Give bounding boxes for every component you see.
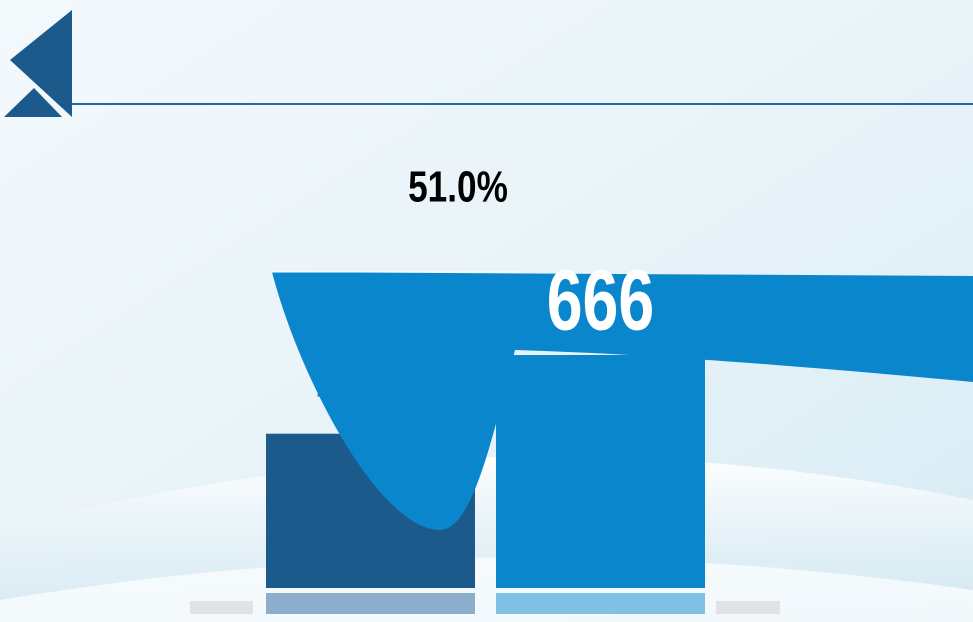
bars	[266, 355, 705, 614]
header-icon	[10, 10, 72, 117]
bar-reflection	[266, 593, 475, 614]
floor-strip	[716, 601, 780, 614]
value-labels: 666	[547, 253, 655, 349]
growth-annotation: 51.0%	[408, 163, 508, 212]
bar	[496, 355, 705, 588]
value-label: 666	[547, 253, 655, 349]
floor-strip	[190, 601, 253, 614]
arrow-swoosh	[272, 272, 973, 530]
header-icon	[4, 88, 62, 117]
bar-reflection	[496, 593, 705, 614]
